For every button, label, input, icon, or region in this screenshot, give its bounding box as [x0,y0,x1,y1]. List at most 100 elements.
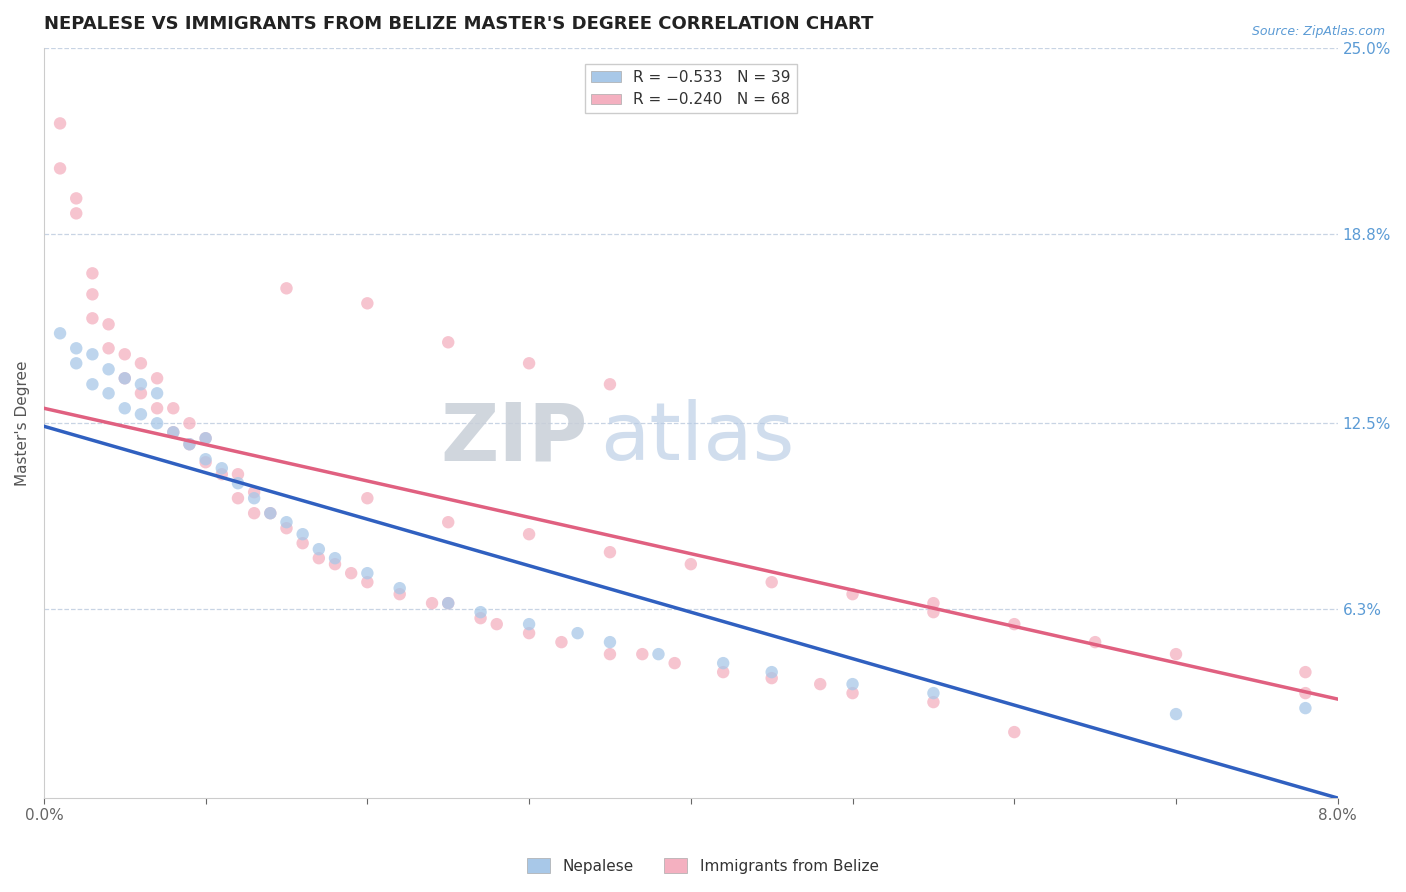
Text: Source: ZipAtlas.com: Source: ZipAtlas.com [1251,25,1385,38]
Point [1084,635,1107,649]
Point [761,575,783,590]
Point [437,596,460,610]
Point [49,161,72,176]
Point [664,656,686,670]
Point [129,386,152,401]
Point [162,401,184,416]
Point [259,506,281,520]
Point [1164,647,1187,661]
Point [470,605,492,619]
Point [647,647,669,661]
Point [841,686,863,700]
Point [162,425,184,440]
Point [146,416,169,430]
Point [226,467,249,482]
Point [276,281,298,295]
Point [97,341,120,355]
Point [1002,617,1025,632]
Point [129,356,152,370]
Point [567,626,589,640]
Point [97,362,120,376]
Text: atlas: atlas [600,400,794,477]
Point [179,437,201,451]
Point [388,587,411,601]
Point [711,656,734,670]
Point [599,647,621,661]
Point [211,467,233,482]
Point [179,416,201,430]
Point [49,326,72,341]
Point [437,335,460,350]
Point [129,407,152,421]
Point [82,347,104,361]
Point [437,596,460,610]
Point [599,377,621,392]
Point [97,386,120,401]
Point [114,347,136,361]
Point [146,401,169,416]
Point [243,506,266,520]
Point [82,266,104,280]
Point [65,356,87,370]
Text: NEPALESE VS IMMIGRANTS FROM BELIZE MASTER'S DEGREE CORRELATION CHART: NEPALESE VS IMMIGRANTS FROM BELIZE MASTE… [44,15,873,33]
Point [146,371,169,385]
Point [226,491,249,506]
Point [550,635,572,649]
Point [276,521,298,535]
Point [340,566,363,581]
Point [114,371,136,385]
Point [388,581,411,595]
Point [356,491,378,506]
Point [841,677,863,691]
Point [291,536,314,550]
Point [922,605,945,619]
Point [129,377,152,392]
Point [194,431,217,445]
Point [1002,725,1025,739]
Point [211,461,233,475]
Y-axis label: Master's Degree: Master's Degree [15,360,30,486]
Point [65,341,87,355]
Point [841,587,863,601]
Point [1294,665,1316,680]
Point [82,377,104,392]
Point [761,671,783,685]
Point [194,455,217,469]
Point [1164,707,1187,722]
Point [243,485,266,500]
Point [470,611,492,625]
Point [82,287,104,301]
Point [226,476,249,491]
Point [356,575,378,590]
Point [420,596,443,610]
Point [761,665,783,680]
Point [1294,701,1316,715]
Point [437,515,460,529]
Point [308,551,330,566]
Point [114,371,136,385]
Point [97,318,120,332]
Point [517,626,540,640]
Point [146,386,169,401]
Point [599,545,621,559]
Point [517,617,540,632]
Text: ZIP: ZIP [440,400,588,477]
Point [323,557,346,571]
Point [517,356,540,370]
Point [194,431,217,445]
Point [194,452,217,467]
Point [808,677,831,691]
Point [259,506,281,520]
Point [1294,686,1316,700]
Point [65,206,87,220]
Point [291,527,314,541]
Legend: Nepalese, Immigrants from Belize: Nepalese, Immigrants from Belize [522,852,884,880]
Point [49,116,72,130]
Point [243,491,266,506]
Point [922,596,945,610]
Point [162,425,184,440]
Point [711,665,734,680]
Point [276,515,298,529]
Point [485,617,508,632]
Point [114,401,136,416]
